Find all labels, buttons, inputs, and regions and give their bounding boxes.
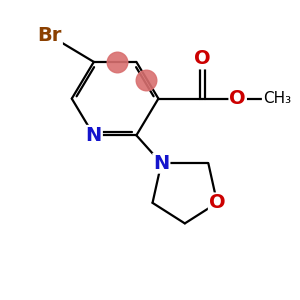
Point xyxy=(143,78,148,83)
Text: O: O xyxy=(209,194,225,212)
Text: N: N xyxy=(153,154,170,173)
Text: —: — xyxy=(264,92,277,105)
Text: O: O xyxy=(194,50,211,68)
Text: Br: Br xyxy=(38,26,62,45)
Text: N: N xyxy=(86,126,102,145)
Point xyxy=(114,59,119,64)
Text: O: O xyxy=(230,89,246,108)
Text: CH₃: CH₃ xyxy=(262,91,291,106)
